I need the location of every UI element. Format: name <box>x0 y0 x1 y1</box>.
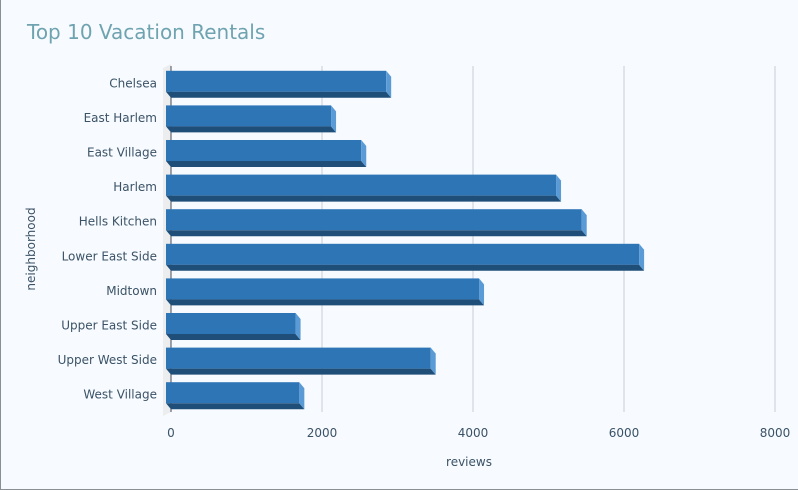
y-tick-labels: Chelsea East Harlem East Village Harlem Hell… <box>58 76 157 401</box>
y-tick-label: Upper West Side <box>58 353 157 367</box>
bar-face <box>166 105 332 127</box>
y-tick-label: Chelsea <box>109 76 157 90</box>
bar-face <box>166 313 296 334</box>
bar-face <box>166 278 480 300</box>
y-tick-label: Midtown <box>106 284 157 298</box>
bar <box>166 382 305 410</box>
bar <box>166 313 301 340</box>
bar-bottom-face <box>166 230 587 237</box>
x-tick-label: 6000 <box>609 426 640 440</box>
bar-face <box>166 174 557 196</box>
y-tick-label: Lower East Side <box>62 249 157 263</box>
y-tick-label: East Village <box>87 146 157 160</box>
bar-bottom-face <box>166 334 301 340</box>
bar-face <box>166 70 387 92</box>
bar-bottom-face <box>166 126 337 133</box>
bar <box>166 105 337 133</box>
bar <box>166 140 367 167</box>
bar-bottom-face <box>166 264 645 271</box>
bar-face <box>166 209 582 231</box>
y-tick-label: Hells Kitchen <box>79 215 157 229</box>
bar-side-face <box>581 209 587 237</box>
bar <box>166 174 562 202</box>
bar-side-face <box>556 174 562 202</box>
x-tick-label: 4000 <box>458 426 489 440</box>
bar-bottom-face <box>166 403 305 410</box>
bar <box>166 243 645 271</box>
bar <box>166 209 587 237</box>
x-tick-labels: 0 2000 4000 6000 8000 <box>167 426 790 440</box>
bar-side-face <box>430 347 436 375</box>
bar-face <box>166 347 431 369</box>
y-tick-label: West Village <box>83 388 157 402</box>
bar-side-face <box>361 140 367 167</box>
bar-bottom-face <box>166 195 562 202</box>
x-tick-label: 8000 <box>760 426 791 440</box>
bar <box>166 278 485 306</box>
bar-face <box>166 243 640 265</box>
x-tick-label: 0 <box>167 426 175 440</box>
chart-title: Top 10 Vacation Rentals <box>27 20 266 44</box>
y-tick-label: Harlem <box>113 180 157 194</box>
y-axis-title: neighborhood <box>24 207 38 290</box>
bar-bottom-face <box>166 368 436 375</box>
bar-side-face <box>331 105 337 133</box>
bar-bottom-face <box>166 91 392 98</box>
x-tick-label: 2000 <box>307 426 338 440</box>
bar-side-face <box>386 70 392 98</box>
bar <box>166 347 436 375</box>
bar-side-face <box>479 278 485 306</box>
y-tick-label: East Harlem <box>84 111 157 125</box>
bars <box>166 70 645 410</box>
x-axis-title: reviews <box>446 455 492 469</box>
bar-face <box>166 382 300 404</box>
bar-bottom-face <box>166 299 485 306</box>
bar-bottom-face <box>166 161 367 167</box>
y-tick-label: Upper East Side <box>61 319 157 333</box>
bar-side-face <box>295 313 301 340</box>
bar <box>166 70 392 98</box>
bar-side-face <box>299 382 305 410</box>
bar-side-face <box>639 243 645 271</box>
bar-face <box>166 140 362 161</box>
